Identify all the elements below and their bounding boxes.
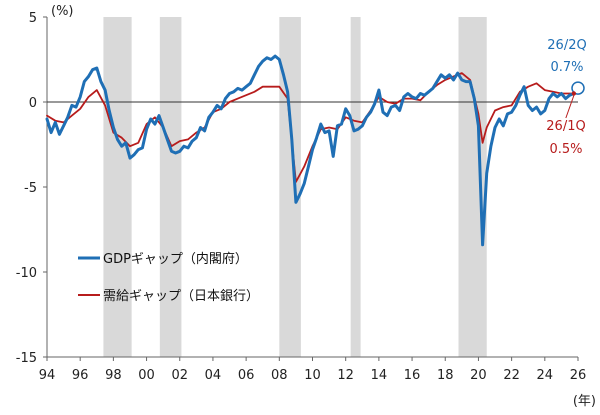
boj-annotation-leader	[565, 95, 575, 119]
x-tick-label: 12	[337, 368, 354, 383]
x-tick-label: 14	[371, 368, 388, 383]
boj-annotation-text: 0.5%	[549, 142, 582, 157]
annotations-layer: 26/2Q 0.7% 26/1Q 0.5%	[546, 38, 586, 157]
x-tick-label: 20	[470, 368, 487, 383]
x-tick-label: 10	[304, 368, 321, 383]
y-axis-unit-label: (%)	[51, 4, 74, 19]
recession-band-1	[159, 17, 182, 357]
y-tick-label: -10	[16, 266, 37, 281]
series-line-0	[45, 54, 580, 247]
gdp-endpoint-marker	[571, 81, 585, 95]
boj-endpoint-marker	[571, 91, 577, 96]
recession-band-0	[103, 17, 132, 357]
recession-band-3	[350, 17, 361, 357]
series-layer	[45, 54, 580, 247]
x-axis-unit-label: (年)	[573, 394, 596, 409]
boj-annotation-text: 26/1Q	[546, 119, 585, 134]
legend-label-0: GDPギャップ（内閣府）	[103, 251, 248, 267]
x-tick-label: 22	[503, 368, 520, 383]
y-tick-label: 0	[29, 96, 37, 111]
y-tick-label: -15	[16, 351, 37, 366]
x-tick-label: 96	[72, 368, 89, 383]
x-tick-label: 04	[205, 368, 222, 383]
x-tick-label: 08	[271, 368, 288, 383]
x-tick-label: 24	[537, 368, 554, 383]
x-tick-label: 26	[570, 368, 587, 383]
x-tick-label: 16	[404, 368, 421, 383]
legend: GDPギャップ（内閣府） 需給ギャップ（日本銀行）	[78, 251, 259, 304]
x-tick-label: 02	[171, 368, 188, 383]
recession-band-4	[458, 17, 487, 357]
y-tick-label: 5	[29, 11, 37, 26]
gdp-annotation-text: 26/2Q	[547, 38, 586, 53]
x-tick-label: 06	[238, 368, 255, 383]
x-tick-label: 98	[105, 368, 122, 383]
x-tick-label: 18	[437, 368, 454, 383]
x-tick-label: 00	[138, 368, 155, 383]
gdp-annotation-text: 0.7%	[550, 60, 583, 75]
y-tick-label: -5	[24, 181, 37, 196]
x-tick-label: 94	[39, 368, 56, 383]
legend-label-1: 需給ギャップ（日本銀行）	[103, 289, 259, 304]
